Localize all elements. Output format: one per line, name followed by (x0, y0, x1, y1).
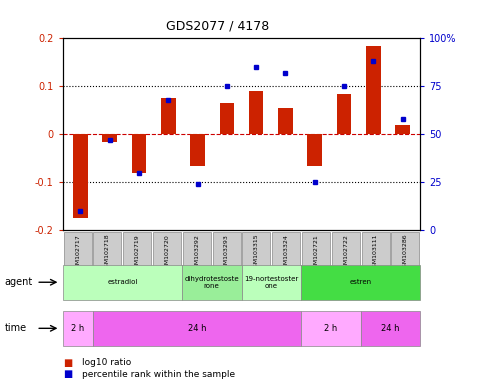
Text: GSM102719: GSM102719 (135, 234, 140, 271)
FancyBboxPatch shape (302, 232, 330, 296)
Text: 2 h: 2 h (324, 324, 338, 333)
Bar (366, 46, 381, 134)
FancyBboxPatch shape (183, 232, 211, 296)
Text: GSM103315: GSM103315 (254, 234, 259, 271)
Text: percentile rank within the sample: percentile rank within the sample (82, 370, 235, 379)
FancyBboxPatch shape (94, 232, 121, 296)
Bar (249, 91, 263, 134)
Text: GSM102722: GSM102722 (343, 234, 348, 271)
Bar (102, 134, 117, 142)
FancyBboxPatch shape (123, 232, 151, 296)
Text: GDS2077 / 4178: GDS2077 / 4178 (166, 19, 269, 32)
FancyBboxPatch shape (213, 232, 241, 296)
FancyBboxPatch shape (391, 232, 419, 296)
Text: 24 h: 24 h (187, 324, 206, 333)
FancyBboxPatch shape (272, 232, 300, 296)
Text: GSM102717: GSM102717 (75, 234, 80, 271)
Text: GSM103324: GSM103324 (284, 234, 289, 271)
Bar (161, 98, 176, 134)
Bar (132, 134, 146, 173)
Bar (307, 134, 322, 166)
Text: 2 h: 2 h (71, 324, 85, 333)
Text: ■: ■ (63, 369, 72, 379)
Bar (337, 94, 351, 134)
Text: GSM102721: GSM102721 (313, 234, 318, 271)
FancyBboxPatch shape (332, 232, 360, 296)
Text: 24 h: 24 h (381, 324, 399, 333)
Text: GSM102720: GSM102720 (165, 234, 170, 271)
Text: 19-nortestoster
one: 19-nortestoster one (244, 276, 298, 289)
Bar (395, 125, 410, 134)
Text: ■: ■ (63, 358, 72, 368)
Text: time: time (5, 323, 27, 333)
Bar (190, 134, 205, 166)
FancyBboxPatch shape (362, 232, 389, 296)
FancyBboxPatch shape (153, 232, 181, 296)
Text: GSM103286: GSM103286 (403, 234, 408, 271)
Text: dihydrotestoste
rone: dihydrotestoste rone (185, 276, 239, 289)
FancyBboxPatch shape (242, 232, 270, 296)
Text: GSM102718: GSM102718 (105, 234, 110, 271)
Bar (278, 108, 293, 134)
FancyBboxPatch shape (64, 232, 92, 296)
Text: log10 ratio: log10 ratio (82, 358, 131, 367)
Text: GSM103292: GSM103292 (194, 234, 199, 271)
Text: GSM103111: GSM103111 (373, 234, 378, 271)
Text: estradiol: estradiol (107, 279, 138, 285)
Text: estren: estren (350, 279, 372, 285)
Bar (220, 103, 234, 134)
Text: agent: agent (5, 277, 33, 287)
Bar (73, 134, 88, 218)
Text: GSM103293: GSM103293 (224, 234, 229, 271)
